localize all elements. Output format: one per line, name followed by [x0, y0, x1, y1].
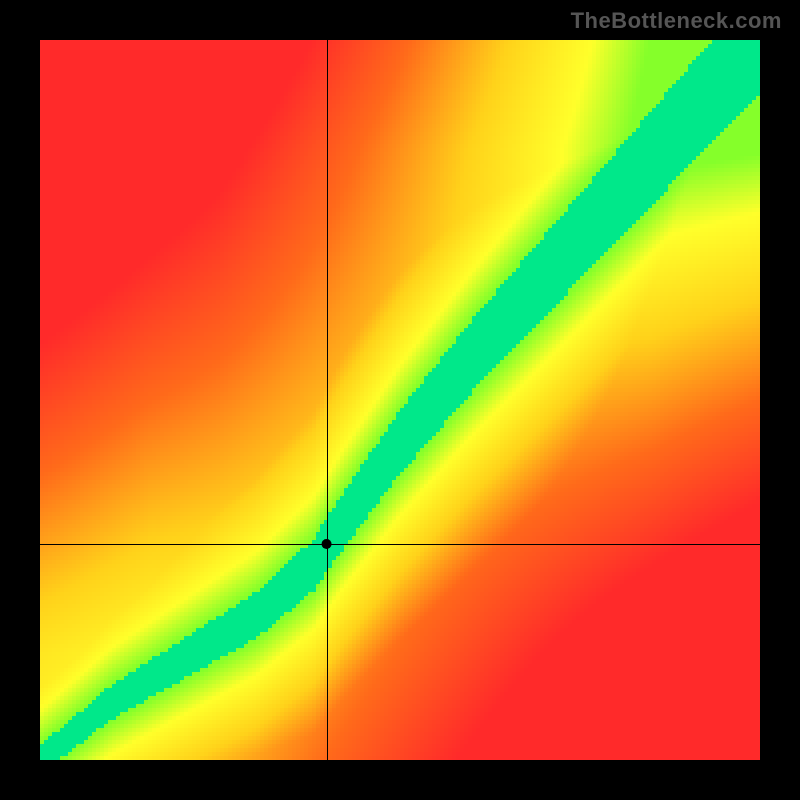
bottleneck-heatmap: [0, 0, 800, 800]
watermark-label: TheBottleneck.com: [571, 8, 782, 34]
chart-frame: TheBottleneck.com: [0, 0, 800, 800]
